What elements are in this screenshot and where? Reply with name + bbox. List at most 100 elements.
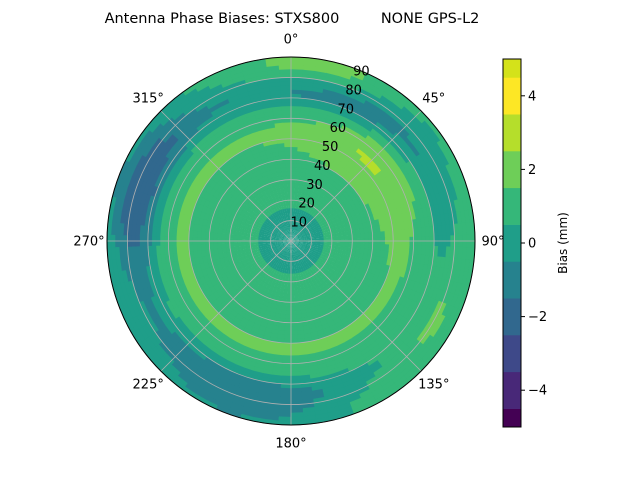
contour-cell: [343, 230, 349, 236]
contour-cell: [352, 197, 360, 205]
contour-cell: [294, 237, 300, 240]
contour-cell: [325, 158, 334, 166]
contour-cell: [346, 132, 357, 141]
contour-cell: [436, 140, 448, 154]
contour-cell: [297, 233, 303, 237]
contour-cell: [302, 236, 308, 239]
colorbar-band: [503, 187, 521, 225]
contour-cell: [325, 76, 339, 85]
contour-cell: [441, 165, 452, 180]
contour-cell: [406, 99, 420, 113]
contour-cell: [340, 124, 352, 133]
contour-cell: [330, 196, 338, 203]
theta-tick-label: 135°: [418, 377, 449, 392]
contour-cell: [427, 195, 435, 208]
contour-cell: [352, 98, 365, 108]
contour-cell: [335, 135, 346, 144]
contour-cell: [291, 117, 301, 123]
contour-cell: [359, 228, 365, 235]
contour-cell: [337, 224, 344, 230]
contour-cell: [309, 231, 315, 235]
contour-cell: [327, 64, 342, 73]
contour-cell: [425, 160, 436, 174]
contour-cell: [415, 178, 425, 190]
contour-cell: [314, 233, 320, 237]
contour-cell: [328, 106, 340, 115]
contour-cell: [320, 134, 330, 142]
contour-cell: [354, 94, 367, 105]
contour-cell: [458, 234, 464, 248]
contour-cell: [298, 130, 308, 136]
contour-cell: [385, 124, 398, 136]
contour-cell: [407, 171, 417, 183]
contour-cell: [300, 229, 305, 234]
contour-cell: [383, 223, 390, 232]
contour-cell: [433, 225, 439, 237]
contour-cell: [324, 80, 338, 88]
contour-cell: [311, 224, 317, 229]
contour-cell: [299, 218, 303, 223]
contour-cell: [291, 179, 296, 184]
theta-tick-label: 180°: [275, 437, 306, 452]
colorbar-band: [503, 371, 521, 409]
contour-cell: [365, 188, 374, 197]
contour-cell: [293, 220, 296, 226]
contour-cell: [291, 85, 303, 91]
contour-cell: [338, 160, 348, 169]
contour-cell: [320, 155, 329, 163]
contour-cell: [377, 134, 389, 145]
contour-cell: [363, 227, 369, 234]
contour-cell: [293, 195, 298, 201]
contour-cell: [296, 162, 303, 169]
contour-cell: [291, 162, 297, 168]
contour-cell: [432, 156, 443, 171]
contour-cell: [419, 151, 431, 165]
contour-cell: [363, 137, 374, 148]
contour-cell: [380, 231, 386, 239]
contour-cell: [369, 88, 384, 100]
contour-cell: [441, 202, 449, 215]
contour-cell: [381, 143, 393, 154]
contour-cell: [298, 236, 304, 239]
contour-cell: [323, 122, 334, 130]
contour-cell: [403, 136, 415, 149]
colorbar-band: [503, 408, 521, 428]
contour-cell: [434, 169, 444, 183]
contour-cell: [322, 165, 331, 173]
contour-cell: [135, 234, 140, 247]
contour-cell: [389, 172, 399, 183]
contour-cell: [446, 189, 455, 203]
contour-cell: [291, 150, 298, 156]
contour-cell: [378, 170, 387, 180]
contour-cell: [297, 212, 302, 218]
contour-cell: [294, 191, 299, 197]
contour-cell: [368, 201, 376, 210]
contour-cell: [386, 183, 395, 194]
contour-cell: [366, 115, 379, 126]
contour-cell: [442, 190, 451, 204]
contour-cell: [340, 63, 356, 73]
contour-cell: [327, 233, 333, 238]
contour-cell: [415, 125, 428, 139]
contour-cell: [362, 122, 374, 133]
contour-cell: [359, 155, 369, 165]
contour-cell: [296, 226, 301, 231]
contour-cell: [307, 238, 313, 241]
contour-cell: [334, 228, 340, 234]
contour-cell: [371, 108, 384, 120]
colorbar-tick-label: 0: [528, 237, 536, 252]
contour-cell: [351, 165, 360, 174]
contour-cell: [294, 229, 298, 235]
contour-cell: [331, 161, 340, 169]
contour-cell: [339, 235, 345, 240]
contour-cell: [364, 149, 375, 160]
contour-cell: [321, 92, 334, 100]
contour-cell: [291, 203, 294, 209]
contour-cell: [291, 113, 301, 119]
contour-cell: [304, 221, 309, 227]
contour-cell: [382, 127, 395, 139]
contour-cell: [458, 185, 467, 200]
contour-cell: [429, 144, 441, 158]
contour-cell: [303, 238, 308, 240]
contour-cell: [122, 234, 128, 247]
